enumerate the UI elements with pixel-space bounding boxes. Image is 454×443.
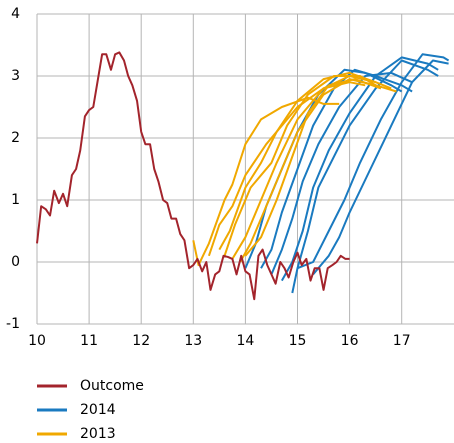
forecast-line <box>244 68 403 269</box>
x-tick-label: 17 <box>393 333 411 349</box>
x-tick-label: 11 <box>80 333 98 349</box>
y-tick-label: 2 <box>11 130 20 146</box>
forecast-line <box>312 59 449 276</box>
x-tick-label: 13 <box>184 333 202 349</box>
x-tick-label: 14 <box>236 333 254 349</box>
y-tick-label: -1 <box>6 316 20 332</box>
legend-label: Outcome <box>80 378 144 394</box>
forecast-line <box>244 78 382 257</box>
forecast-line <box>231 75 392 260</box>
forecast-line <box>218 71 376 251</box>
x-tick-label: 16 <box>341 333 359 349</box>
outcome-line <box>36 51 350 301</box>
forecast-line <box>270 71 413 275</box>
y-tick-label: 3 <box>11 68 20 84</box>
legend-label: 2014 <box>80 402 116 418</box>
x-tick-label: 15 <box>289 333 307 349</box>
y-tick-label: 0 <box>11 254 20 270</box>
forecast-line <box>280 56 439 282</box>
x-tick-label: 12 <box>132 333 150 349</box>
y-tick-label: 1 <box>11 192 20 208</box>
legend-label: 2013 <box>80 426 116 442</box>
forecast-line <box>260 68 413 269</box>
forecast-line <box>297 53 450 270</box>
y-tick-label: 4 <box>11 6 20 22</box>
x-tick-label: 10 <box>28 333 46 349</box>
